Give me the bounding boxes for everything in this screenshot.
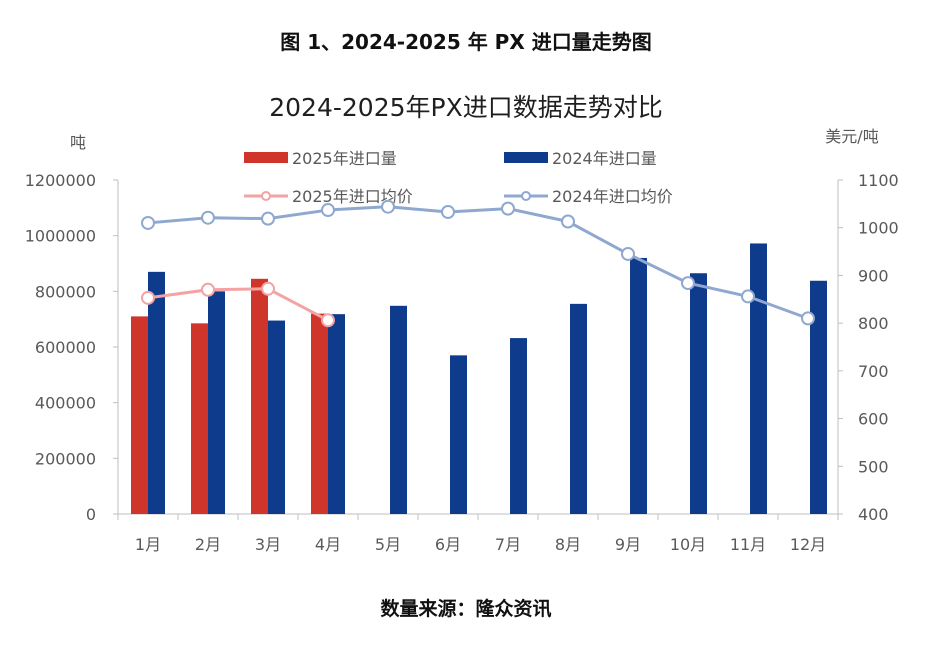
avg-price-2024-point: [741, 289, 755, 304]
bar-2024: [208, 291, 225, 514]
y2-tick-label: 1100: [858, 171, 899, 190]
lines: [141, 199, 815, 328]
avg-price-2024-line: [147, 205, 809, 320]
x-tick-label: 4月: [315, 535, 341, 554]
y2-tick-label: 900: [858, 266, 889, 285]
avg-price-2024-point: [141, 215, 155, 230]
legend: 2025年进口量 2024年进口量 2025年进口均价 2024年进口均价: [244, 149, 673, 206]
bar-2024: [510, 338, 527, 514]
bar-2024: [810, 280, 827, 514]
source-note: 数量来源：隆众资讯: [380, 598, 552, 620]
bar-2024: [570, 303, 587, 514]
bar-2024: [630, 257, 647, 514]
bar-2025: [251, 278, 268, 514]
legend-2025-volume-label: 2025年进口量: [292, 149, 397, 168]
y-tick-label: 600000: [35, 338, 96, 357]
y2-axis-unit: 美元/吨: [825, 127, 878, 146]
avg-price-2024-point: [441, 204, 455, 219]
bar-2024: [328, 314, 345, 514]
avg-price-2024-point: [261, 211, 275, 226]
y-tick-label: 200000: [35, 449, 96, 468]
legend-2025-price-marker: [261, 191, 271, 201]
x-tick-label: 8月: [555, 535, 581, 554]
avg-price-2024-point: [201, 210, 215, 225]
bar-2024: [690, 273, 707, 514]
y-tick-label: 800000: [35, 282, 96, 301]
avg-price-2024-point: [561, 214, 575, 229]
legend-2025-price-label: 2025年进口均价: [292, 187, 413, 206]
avg-price-2025-point: [141, 290, 155, 305]
legend-2024-price-marker: [521, 191, 531, 201]
bar-2024: [750, 243, 767, 514]
bar-2024: [148, 271, 165, 514]
y-tick-label: 1200000: [25, 171, 96, 190]
y-tick-label: 0: [86, 505, 96, 524]
bar-2024: [390, 305, 407, 514]
bar-2024: [450, 355, 467, 514]
legend-2025-volume-swatch: [244, 152, 288, 163]
avg-price-2025-point: [321, 313, 335, 328]
y2-tick-label: 700: [858, 362, 889, 381]
avg-price-2025-point: [201, 282, 215, 297]
y-tick-label: 400000: [35, 394, 96, 413]
x-tick-label: 3月: [255, 535, 281, 554]
bar-2025: [131, 316, 148, 514]
axes: 0 200000 400000 600000 800000 1000000 1200000 4…: [25, 171, 899, 554]
y2-tick-label: 1000: [858, 219, 899, 238]
x-tick-label: 11月: [730, 535, 766, 554]
y2-tick-label: 500: [858, 457, 889, 476]
x-tick-label: 12月: [790, 535, 826, 554]
y-axis-unit: 吨: [70, 133, 86, 152]
bars: [131, 243, 827, 514]
avg-price-2024-point: [801, 311, 815, 326]
legend-2024-price-label: 2024年进口均价: [552, 187, 673, 206]
avg-price-2024-point: [621, 246, 635, 261]
chart-title: 2024-2025年PX进口数据走势对比: [269, 93, 662, 122]
x-tick-label: 9月: [615, 535, 641, 554]
y2-tick-label: 800: [858, 314, 889, 333]
legend-2024-volume-label: 2024年进口量: [552, 149, 657, 168]
avg-price-2024-point: [681, 276, 695, 291]
y2-tick-label: 400: [858, 505, 889, 524]
y2-tick-label: 600: [858, 410, 889, 429]
avg-price-2025-point: [261, 281, 275, 296]
bar-2024: [268, 320, 285, 514]
x-tick-label: 2月: [195, 535, 221, 554]
x-tick-label: 1月: [135, 535, 161, 554]
bar-2025: [191, 323, 208, 514]
x-tick-label: 7月: [495, 535, 521, 554]
figure-caption: 图 1、2024-2025 年 PX 进口量走势图: [280, 30, 652, 54]
x-tick-label: 10月: [670, 535, 706, 554]
bar-2025: [311, 313, 328, 514]
avg-price-2024-point: [381, 199, 395, 214]
y-tick-label: 1000000: [25, 227, 96, 246]
avg-price-2024-point: [321, 203, 335, 218]
avg-price-2025-line: [147, 287, 329, 322]
x-tick-label: 6月: [435, 535, 461, 554]
legend-2024-volume-swatch: [504, 152, 548, 163]
avg-price-2024-point: [501, 201, 515, 216]
x-tick-label: 5月: [375, 535, 401, 554]
